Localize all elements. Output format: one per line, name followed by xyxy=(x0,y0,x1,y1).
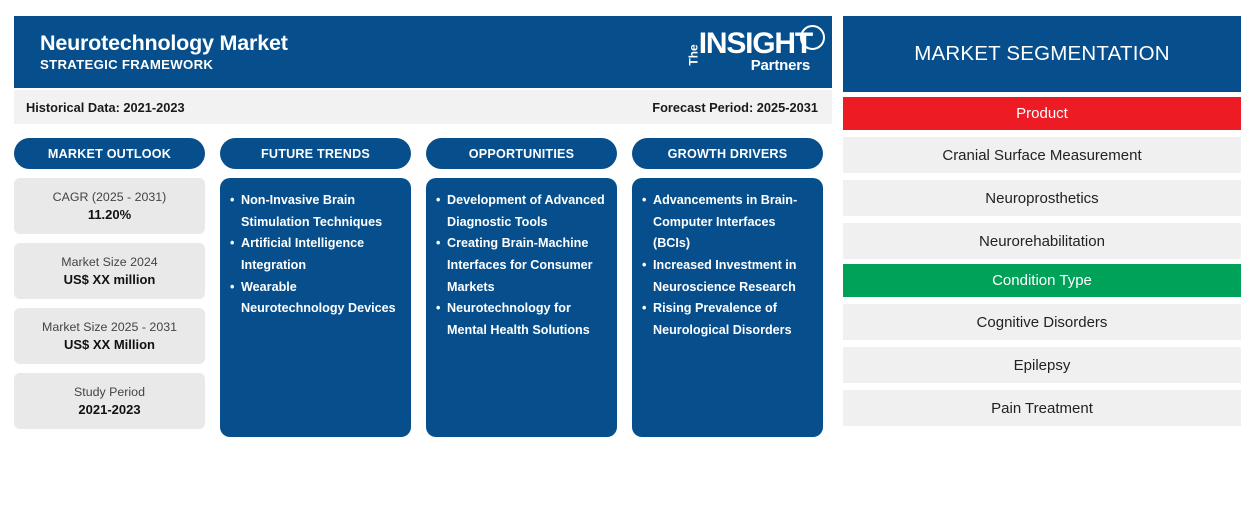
future-trends-list: Non-Invasive Brain Stimulation Technique… xyxy=(230,190,399,320)
framework-columns: MARKET OUTLOOK CAGR (2025 - 2031) 11.20%… xyxy=(14,138,832,438)
list-item: Development of Advanced Diagnostic Tools xyxy=(436,190,605,233)
segment-item: Neurorehabilitation xyxy=(843,223,1241,259)
list-item: Non-Invasive Brain Stimulation Technique… xyxy=(230,190,399,233)
segment-item: Pain Treatment xyxy=(843,390,1241,426)
list-item: Creating Brain-Machine Interfaces for Co… xyxy=(436,233,605,298)
market-segmentation-panel: MARKET SEGMENTATION Product Cranial Surf… xyxy=(843,16,1241,426)
page-subtitle: STRATEGIC FRAMEWORK xyxy=(40,56,214,72)
column-growth-drivers: GROWTH DRIVERS Advancements in Brain-Com… xyxy=(632,138,823,438)
opportunities-card: Development of Advanced Diagnostic Tools… xyxy=(426,178,617,437)
segmentation-group-product: Product Cranial Surface Measurement Neur… xyxy=(843,97,1241,259)
segment-item: Cognitive Disorders xyxy=(843,304,1241,340)
growth-drivers-card: Advancements in Brain-Computer Interface… xyxy=(632,178,823,437)
metric-value: US$ XX Million xyxy=(63,336,155,352)
list-item: Rising Prevalence of Neurological Disord… xyxy=(642,298,811,341)
header-titles: Neurotechnology Market STRATEGIC FRAMEWO… xyxy=(40,30,288,72)
segment-category-product: Product xyxy=(843,97,1241,130)
opportunities-header: OPPORTUNITIES xyxy=(426,138,617,169)
future-trends-header: FUTURE TRENDS xyxy=(220,138,411,169)
metric-market-size-forecast: Market Size 2025 - 2031 US$ XX Million xyxy=(14,308,205,364)
metric-cagr: CAGR (2025 - 2031) 11.20% xyxy=(14,178,205,234)
future-trends-card: Non-Invasive Brain Stimulation Technique… xyxy=(220,178,411,437)
logo-wordmark: INSIGHT Partners xyxy=(698,25,825,74)
strategic-framework-panel: Neurotechnology Market STRATEGIC FRAMEWO… xyxy=(14,16,832,438)
metric-market-size-2024: Market Size 2024 US$ XX million xyxy=(14,243,205,299)
column-future-trends: FUTURE TRENDS Non-Invasive Brain Stimula… xyxy=(220,138,411,438)
metric-label: CAGR (2025 - 2031) xyxy=(52,189,167,204)
metric-label: Market Size 2024 xyxy=(61,254,158,269)
period-strip: Historical Data: 2021-2023 Forecast Peri… xyxy=(14,90,832,124)
segmentation-group-condition-type: Condition Type Cognitive Disorders Epile… xyxy=(843,264,1241,426)
logo-insight-text: INSIGHT xyxy=(698,27,813,61)
speech-bubble-icon xyxy=(800,25,825,51)
segment-item: Neuroprosthetics xyxy=(843,180,1241,216)
growth-drivers-header: GROWTH DRIVERS xyxy=(632,138,823,169)
report-header: Neurotechnology Market STRATEGIC FRAMEWO… xyxy=(14,16,832,88)
segmentation-title: MARKET SEGMENTATION xyxy=(843,16,1241,92)
insight-partners-logo: The INSIGHT Partners xyxy=(683,25,825,74)
metric-value: 2021-2023 xyxy=(78,401,141,417)
list-item: Artificial Intelligence Integration xyxy=(230,233,399,276)
column-market-outlook: MARKET OUTLOOK CAGR (2025 - 2031) 11.20%… xyxy=(14,138,205,438)
historical-data-label: Historical Data: 2021-2023 xyxy=(26,99,185,115)
outlook-metric-list: CAGR (2025 - 2031) 11.20% Market Size 20… xyxy=(14,178,205,429)
metric-value: 11.20% xyxy=(87,206,132,222)
logo-partners-text: Partners xyxy=(750,56,810,74)
opportunities-list: Development of Advanced Diagnostic Tools… xyxy=(436,190,605,342)
metric-value: US$ XX million xyxy=(63,271,156,287)
segment-item: Cranial Surface Measurement xyxy=(843,137,1241,173)
list-item: Increased Investment in Neuroscience Res… xyxy=(642,255,811,298)
segment-category-condition-type: Condition Type xyxy=(843,264,1241,297)
list-item: Wearable Neurotechnology Devices xyxy=(230,277,399,320)
growth-drivers-list: Advancements in Brain-Computer Interface… xyxy=(642,190,811,342)
segment-item: Epilepsy xyxy=(843,347,1241,383)
column-opportunities: OPPORTUNITIES Development of Advanced Di… xyxy=(426,138,617,438)
forecast-period-label: Forecast Period: 2025-2031 xyxy=(652,99,818,115)
metric-study-period: Study Period 2021-2023 xyxy=(14,373,205,429)
metric-label: Study Period xyxy=(74,384,145,399)
metric-label: Market Size 2025 - 2031 xyxy=(42,319,177,334)
market-outlook-header: MARKET OUTLOOK xyxy=(14,138,205,169)
page-title: Neurotechnology Market xyxy=(40,30,288,55)
list-item: Advancements in Brain-Computer Interface… xyxy=(642,190,811,255)
list-item: Neurotechnology for Mental Health Soluti… xyxy=(436,298,605,341)
